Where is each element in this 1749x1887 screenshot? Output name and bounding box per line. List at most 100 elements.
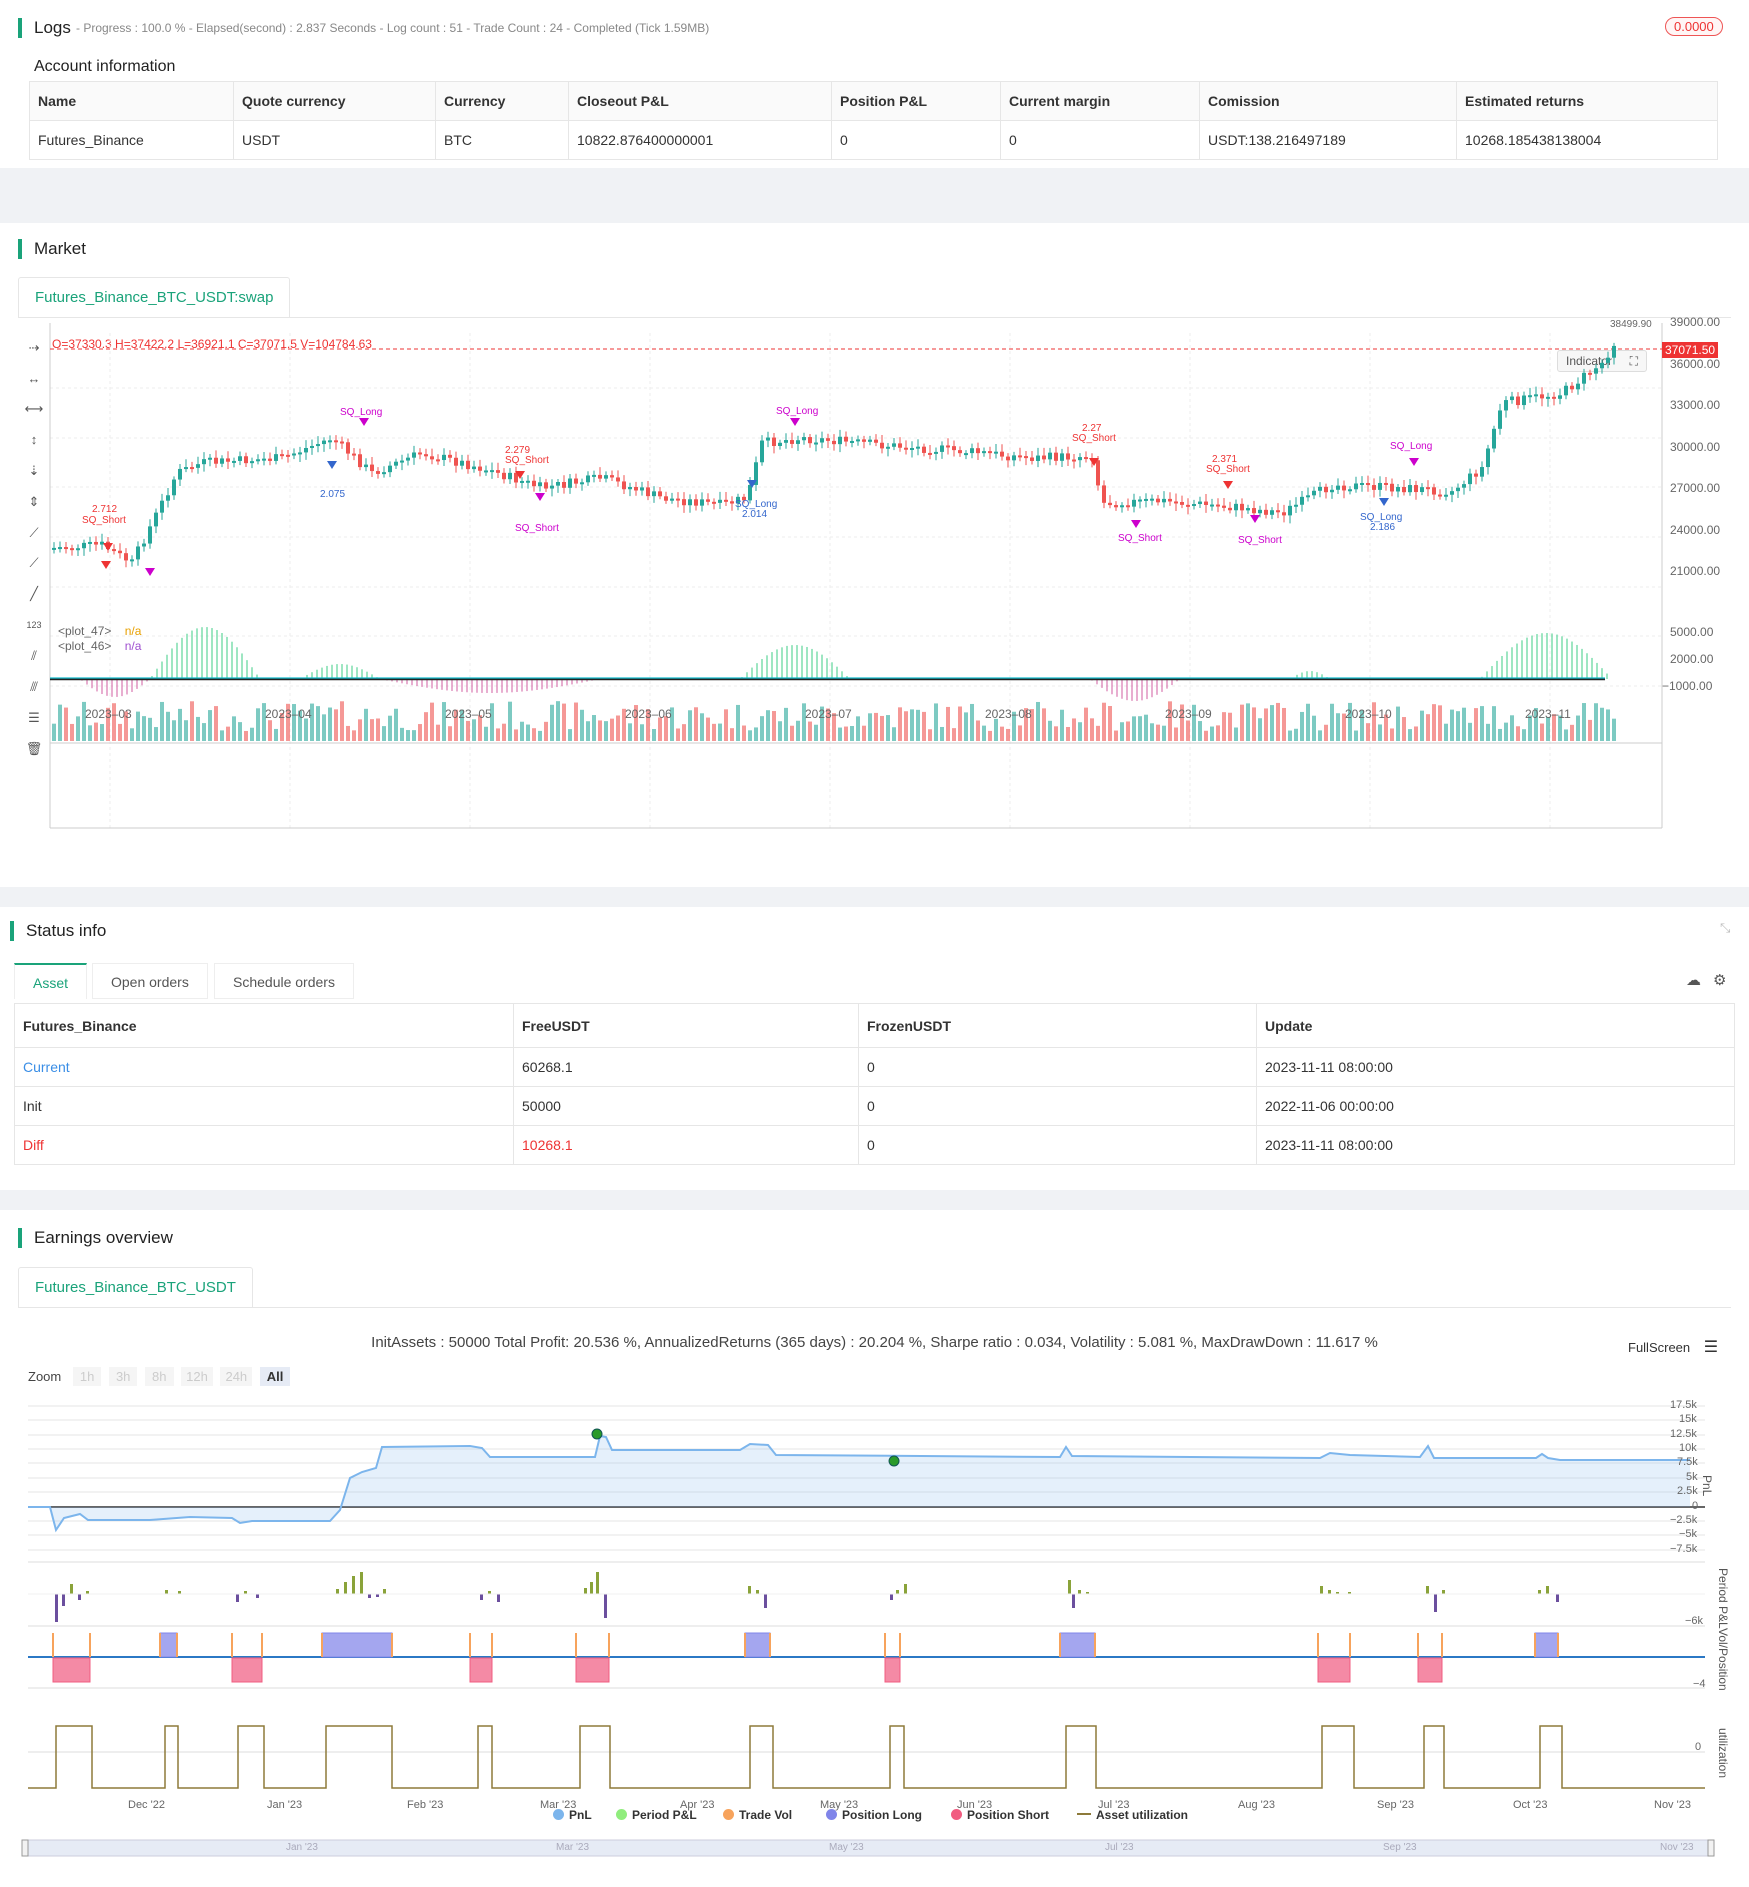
side-label-pnl: PnL — [1700, 1475, 1714, 1497]
volume-bar — [58, 704, 62, 741]
zoom-12h[interactable]: 12h — [181, 1367, 213, 1386]
volume-bar — [736, 704, 740, 741]
candle-body — [1612, 345, 1616, 358]
volume-bar — [1402, 717, 1406, 741]
candle-body — [826, 438, 830, 441]
volume-bar — [1420, 710, 1424, 741]
volume-bar — [910, 709, 914, 741]
price-tick: 36000.00 — [1670, 357, 1721, 371]
vertical-line-icon[interactable]: ↕ — [30, 432, 38, 447]
zoom-all[interactable]: All — [259, 1367, 291, 1386]
fullscreen-button[interactable]: FullScreen ☰ — [1628, 1337, 1718, 1357]
candle-body — [1108, 502, 1112, 506]
candle-body — [958, 450, 962, 454]
navigator-track[interactable] — [23, 1839, 1715, 1857]
candle-body — [1582, 372, 1586, 384]
segment-line-icon[interactable]: ╱ — [30, 586, 38, 601]
legend-position-long[interactable]: Position Long — [826, 1808, 922, 1822]
volume-bar — [364, 708, 368, 741]
candle-body — [790, 440, 794, 444]
fib-retracement-icon[interactable]: ☰ — [28, 710, 40, 725]
candle-body — [1558, 395, 1562, 399]
legend-position-short[interactable]: Position Short — [951, 1808, 1049, 1822]
candle-body — [1402, 487, 1406, 493]
volume-bar — [1126, 721, 1130, 741]
ray-line-icon[interactable]: ⟋ — [29, 555, 39, 570]
volume-bar — [886, 715, 890, 741]
horizontal-segment-icon[interactable]: ⟷ — [24, 401, 44, 416]
volume-bar — [1576, 715, 1580, 741]
volume-bar — [820, 706, 824, 741]
volume-bar — [418, 724, 422, 741]
candle-body — [802, 437, 806, 441]
market-chart[interactable] — [0, 223, 1749, 887]
legend-period-pnl[interactable]: Period P&L — [616, 1808, 697, 1822]
legend-trade-vol[interactable]: Trade Vol — [723, 1808, 792, 1822]
parallel-channel-icon[interactable]: ⫽ — [31, 648, 37, 663]
zoom-3h[interactable]: 3h — [108, 1367, 138, 1386]
candle-body — [946, 445, 950, 448]
vertical-ray-icon[interactable]: ⇣ — [28, 463, 40, 478]
trend-line-icon[interactable]: ⟋ — [29, 525, 39, 540]
candle-body — [886, 446, 890, 449]
candle-body — [904, 447, 908, 450]
tab-open-orders[interactable]: Open orders — [92, 963, 208, 999]
volume-bar — [130, 728, 134, 741]
earnings-date-tick: Nov '23 — [1654, 1799, 1691, 1811]
plot-label-47: <plot_47> n/a — [58, 624, 141, 638]
download-icon[interactable]: ☁ — [1686, 972, 1701, 989]
candle-body — [370, 464, 374, 472]
legend-asset-utilization[interactable]: Asset utilization — [1077, 1808, 1188, 1822]
position-short-block — [231, 1657, 263, 1683]
candle-body — [1138, 499, 1142, 502]
navigator-date-tick: Jan '23 — [286, 1842, 318, 1853]
fibonacci-icon[interactable]: ⫻ — [30, 679, 38, 694]
candle-body — [1282, 512, 1286, 516]
settings-icon[interactable]: ⚙ — [1713, 972, 1727, 989]
market-symbol-tab[interactable]: Futures_Binance_BTC_USDT:swap — [18, 277, 291, 317]
zoom-1h[interactable]: 1h — [72, 1367, 102, 1386]
candle-body — [496, 470, 500, 473]
earnings-symbol-tab[interactable]: Futures_Binance_BTC_USDT — [18, 1267, 253, 1307]
trade-label: 2.371 — [1212, 454, 1238, 465]
candle-body — [1342, 485, 1346, 491]
candle-body — [1240, 503, 1244, 511]
earnings-chart[interactable] — [0, 1210, 1749, 1887]
navigator-handle-left[interactable] — [21, 1839, 29, 1857]
trade-label: SQ_Short — [505, 455, 549, 466]
period-pnl-bar — [368, 1594, 371, 1598]
volume-bar — [340, 701, 344, 741]
volume-bar — [766, 710, 770, 741]
volume-bar — [388, 715, 392, 741]
date-tick: 2023–06 — [625, 707, 672, 721]
tab-asset[interactable]: Asset — [14, 963, 88, 999]
candle-body — [292, 453, 296, 456]
trade-label: SQ_Long — [1390, 441, 1433, 452]
volume-bar — [1072, 718, 1076, 741]
asset-col-free: FreeUSDT — [513, 1003, 859, 1048]
navigator-handle-right[interactable] — [1707, 1839, 1715, 1857]
zoom-24h[interactable]: 24h — [220, 1367, 253, 1386]
account-cell: Futures_Binance — [29, 120, 234, 160]
zoom-8h[interactable]: 8h — [145, 1367, 174, 1386]
volume-bar — [1024, 708, 1028, 741]
volume-bar — [1444, 723, 1448, 741]
legend-pnl[interactable]: PnL — [553, 1808, 592, 1822]
collapse-icon[interactable]: ⤡ — [1720, 920, 1731, 935]
volume-bar — [1168, 701, 1172, 741]
candle-body — [1456, 487, 1460, 492]
legend-dot — [616, 1809, 627, 1820]
market-title: Market — [18, 239, 86, 259]
candle-body — [70, 548, 74, 551]
candle-body — [1348, 489, 1352, 492]
horizontal-line-icon[interactable]: ↔ — [27, 371, 41, 386]
vertical-segment-icon[interactable]: ⇕ — [28, 494, 40, 509]
trade-label: 2.186 — [1370, 522, 1396, 533]
trash-icon[interactable]: 🗑 — [25, 741, 43, 756]
volume-bar — [1336, 713, 1340, 741]
candle-body — [604, 475, 608, 479]
horizontal-ray-icon[interactable]: ⇢ — [28, 340, 40, 355]
price-label-icon[interactable]: 123 — [26, 620, 42, 630]
candle-body — [1528, 395, 1532, 398]
tab-schedule-orders[interactable]: Schedule orders — [214, 963, 354, 999]
